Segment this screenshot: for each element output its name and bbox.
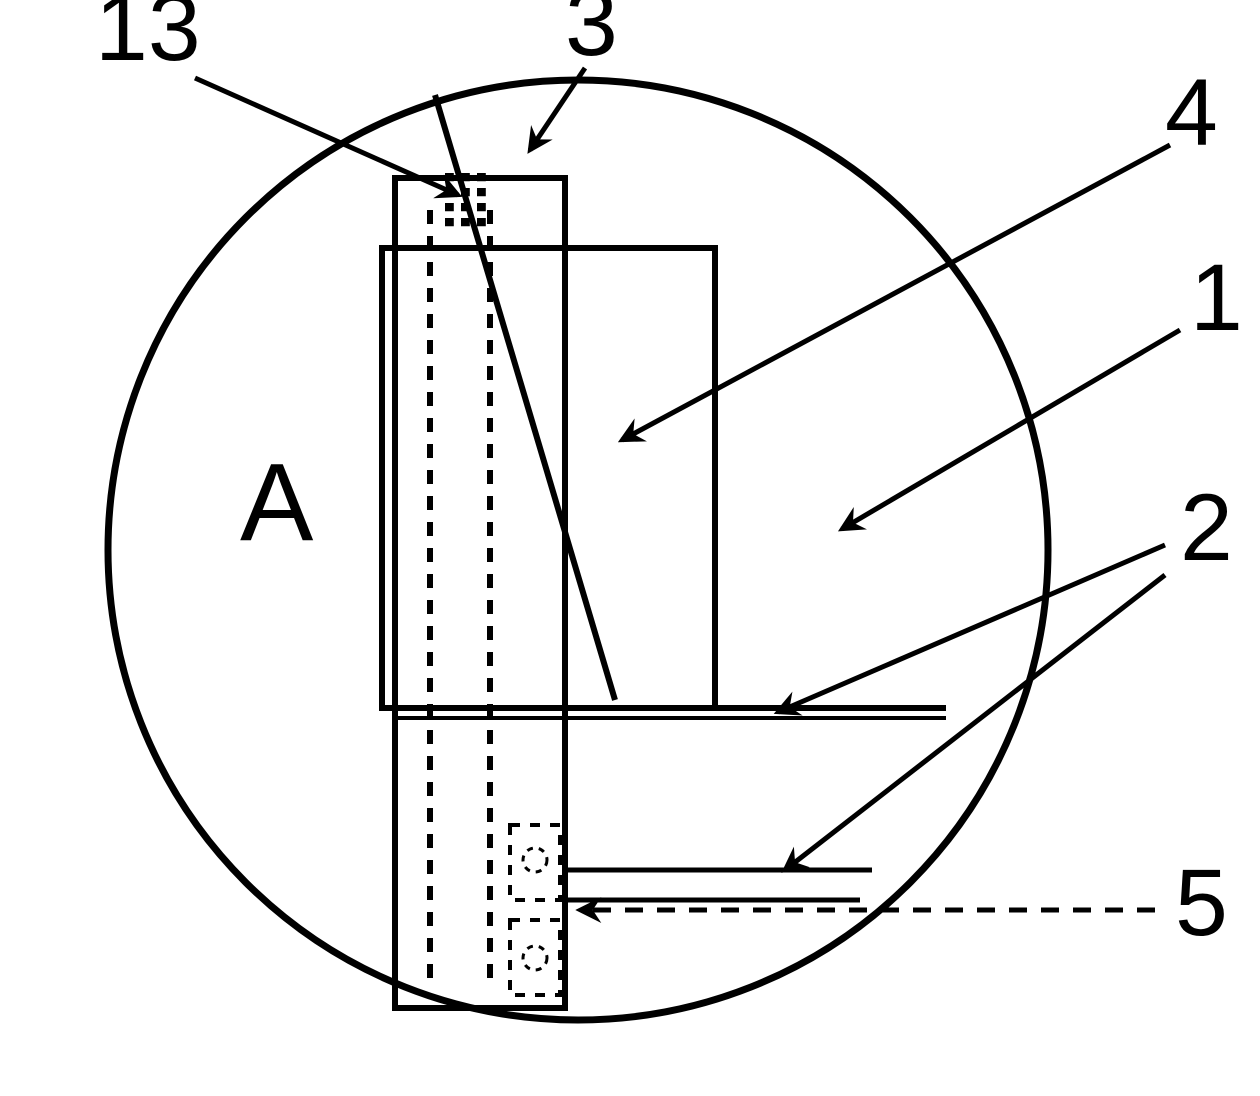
callout-label-13: 13 (95, 0, 201, 81)
region-label: A (240, 441, 314, 564)
dashed-inner-0 (523, 848, 547, 872)
diagram-canvas: A 13 3 4 1 2 5 (0, 0, 1260, 1096)
callout-leader-2 (785, 575, 1165, 870)
callout-label-4: 4 (1165, 60, 1218, 166)
dashed-inner-1 (523, 946, 547, 970)
callout-label-3: 3 (565, 0, 618, 76)
callout-label-2: 2 (1180, 475, 1233, 581)
dashed-box-0 (510, 825, 560, 900)
tilted-edge (435, 95, 615, 700)
callout-label-5: 5 (1175, 850, 1228, 956)
callout-leader-2 (778, 545, 1165, 712)
outer-slab (395, 178, 565, 1008)
dashed-box-1 (510, 920, 560, 995)
callout-leader-13 (195, 78, 458, 195)
callout-label-1: 1 (1190, 245, 1243, 351)
callout-leader-4 (622, 145, 1170, 440)
